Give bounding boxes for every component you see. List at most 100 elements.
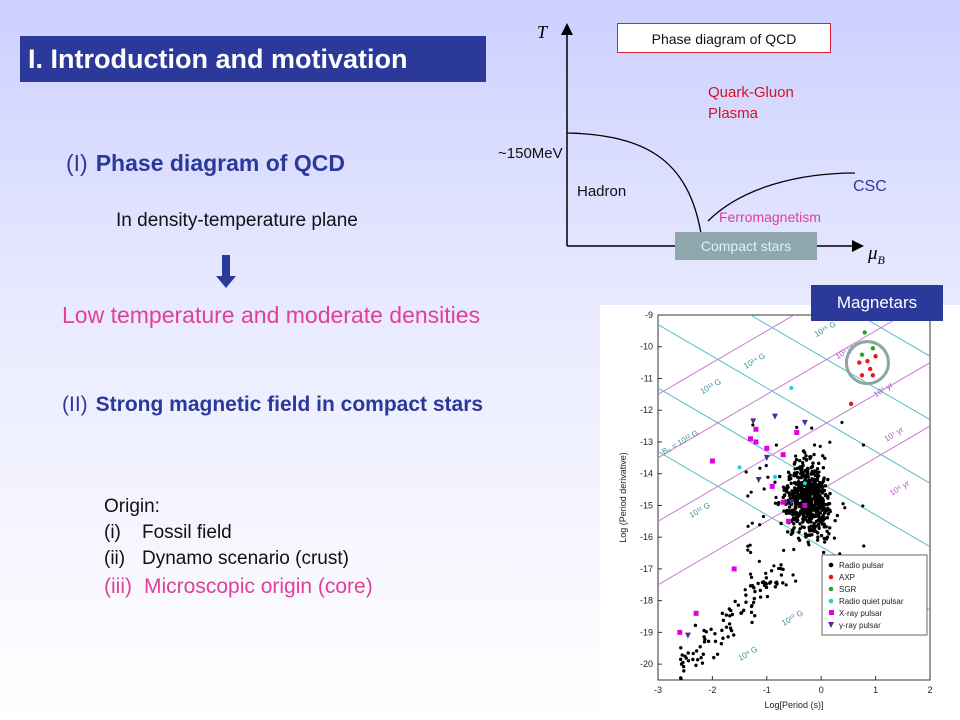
b-field-line (858, 315, 930, 357)
radio-pulsar-point (789, 476, 793, 481)
radio-pulsar-point (686, 651, 690, 655)
radio-pulsar-point (736, 603, 741, 607)
radio-pulsar-point (693, 623, 698, 628)
x-tick-label: -2 (708, 685, 716, 695)
radio-pulsar-point (817, 488, 821, 492)
radio-quiet-pulsar-point (789, 386, 794, 390)
radio-pulsar-point (807, 527, 812, 532)
radio-pulsar-point (816, 535, 820, 539)
radio-pulsar-point (769, 569, 774, 573)
radio-pulsar-point (772, 564, 776, 568)
radio-pulsar-point (806, 495, 811, 500)
radio-pulsar-point (828, 526, 832, 530)
y-tick-label: -11 (641, 373, 653, 383)
y-axis-label: Log (Period derivative) (618, 452, 628, 543)
radio-pulsar-point (833, 518, 837, 523)
radio-pulsar-point (820, 508, 824, 512)
gamma-pulsar-point (763, 454, 770, 461)
radio-pulsar-point (791, 573, 795, 577)
radio-pulsar-point (801, 494, 805, 498)
radio-pulsar-point (801, 463, 805, 468)
radio-pulsar-point (808, 533, 812, 537)
radio-pulsar-point (694, 663, 698, 668)
radio-pulsar-point (799, 489, 804, 494)
radio-pulsar-point (826, 512, 831, 516)
radio-pulsar-point (817, 518, 821, 523)
radio-pulsar-point (808, 505, 812, 509)
radio-pulsar-point (835, 513, 840, 518)
radio-pulsar-point (792, 522, 796, 526)
radio-pulsar-point (695, 658, 700, 662)
radio-pulsar-point (786, 501, 791, 505)
radio-pulsar-point (709, 627, 713, 631)
radio-pulsar-point (746, 524, 750, 528)
radio-pulsar-point (750, 620, 754, 625)
radio-pulsar-point (758, 523, 762, 527)
radio-pulsar-point (773, 480, 777, 484)
radio-pulsar-point (805, 514, 810, 518)
radio-pulsar-point (698, 645, 702, 649)
radio-pulsar-point (779, 573, 784, 577)
radio-pulsar-point (779, 563, 783, 567)
radio-pulsar-point (787, 505, 792, 509)
radio-pulsar-point (744, 593, 748, 597)
origin-item: (ii) Dynamo scenario (crust) (104, 548, 349, 569)
x-tick-label: -1 (763, 685, 771, 695)
radio-pulsar-point (821, 513, 825, 517)
radio-pulsar-point (823, 456, 827, 460)
radio-pulsar-point (814, 486, 818, 491)
radio-pulsar-point (812, 452, 816, 457)
radio-pulsar-point (773, 501, 778, 505)
legend-marker (828, 574, 834, 580)
radio-pulsar-point (793, 471, 797, 476)
radio-pulsar-point (795, 489, 799, 494)
radio-pulsar-point (679, 662, 684, 666)
radio-pulsar-point (804, 490, 808, 494)
radio-pulsar-point (694, 649, 699, 653)
radio-pulsar-point (778, 474, 782, 479)
radio-pulsar-point (806, 487, 811, 492)
y-tick-label: -18 (640, 596, 653, 606)
csc-label: CSC (853, 178, 887, 195)
radio-pulsar-point (802, 525, 806, 530)
radio-pulsar-point (813, 497, 817, 501)
radio-pulsar-point (796, 536, 801, 540)
radio-pulsar-point (751, 600, 756, 605)
mu-axis-label: μB (868, 243, 885, 267)
xray-pulsar-point (693, 610, 699, 616)
radio-pulsar-point (746, 494, 750, 498)
radio-pulsar-point (794, 458, 799, 462)
radio-pulsar-point (748, 572, 753, 576)
radio-pulsar-point (822, 536, 826, 541)
radio-pulsar-point (843, 506, 847, 510)
section-1-label: Phase diagram of QCD (95, 150, 345, 176)
radio-quiet-pulsar-point (802, 481, 807, 486)
radio-pulsar-point (841, 502, 845, 506)
radio-pulsar-point (809, 455, 813, 459)
radio-pulsar-point (824, 508, 829, 513)
legend-label: Radio quiet pulsar (839, 597, 904, 606)
radio-pulsar-point (817, 470, 821, 474)
radio-pulsar-point (720, 611, 725, 616)
radio-pulsar-point (784, 511, 789, 516)
radio-pulsar-point (726, 635, 730, 639)
radio-pulsar-point (821, 478, 826, 483)
radio-pulsar-point (721, 618, 726, 623)
radio-pulsar-point (825, 535, 830, 539)
radio-pulsar-point (810, 477, 814, 482)
gamma-pulsar-point (801, 419, 808, 426)
radio-pulsar-point (812, 443, 817, 447)
radio-pulsar-point (706, 639, 711, 644)
radio-pulsar-point (749, 575, 754, 579)
radio-pulsar-point (794, 579, 798, 583)
radio-pulsar-point (791, 491, 795, 495)
origin-heading: Origin: (104, 496, 160, 517)
radio-pulsar-point (815, 531, 820, 535)
radio-pulsar-point (777, 566, 781, 571)
radio-pulsar-point (795, 425, 799, 430)
radio-pulsar-point (818, 480, 822, 485)
radio-pulsar-point (828, 440, 832, 444)
radio-pulsar-point (817, 506, 821, 510)
radio-pulsar-point (821, 466, 826, 470)
radio-pulsar-point (815, 499, 820, 504)
